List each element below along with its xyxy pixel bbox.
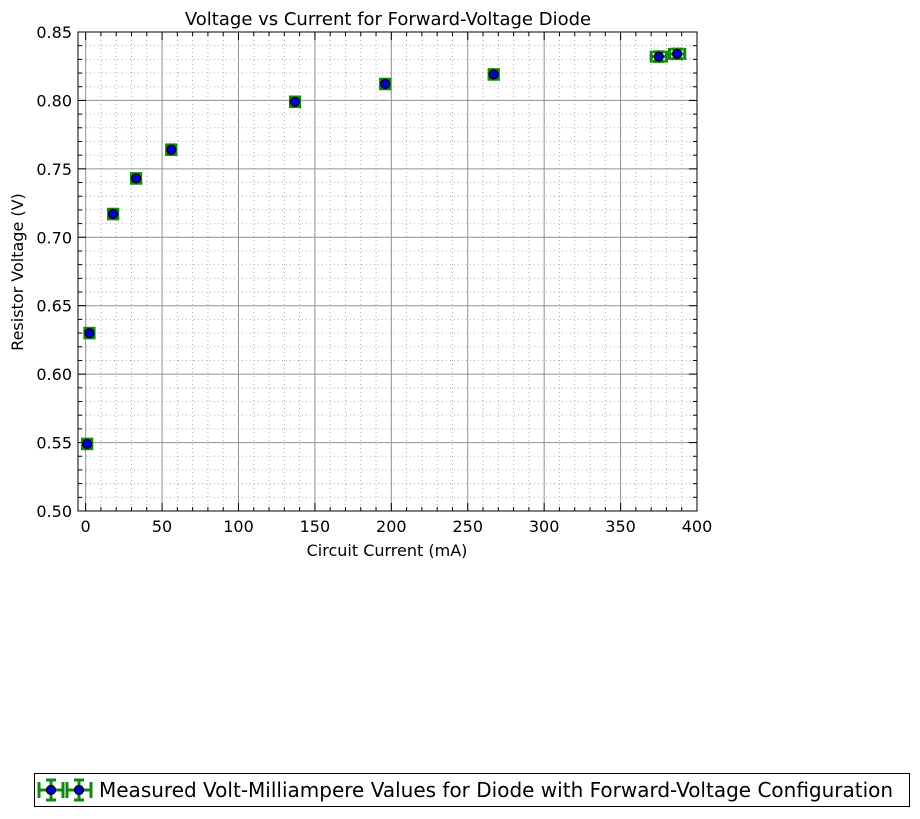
x-tick-label: 150 bbox=[300, 517, 331, 536]
y-axis-label: Resistor Voltage (V) bbox=[8, 193, 27, 351]
data-marker bbox=[108, 208, 119, 220]
y-tick-labels: 0.50 0.55 0.60 0.65 0.70 0.75 0.80 0.85 bbox=[36, 23, 72, 521]
x-tick-label: 300 bbox=[529, 517, 560, 536]
data-marker bbox=[130, 173, 142, 184]
data-marker bbox=[289, 96, 301, 107]
y-tick-label: 0.60 bbox=[36, 365, 72, 384]
legend-label: Measured Volt-Milliampere Values for Dio… bbox=[99, 778, 894, 802]
data-point bbox=[83, 326, 96, 340]
x-tick-label: 400 bbox=[682, 517, 713, 536]
x-tick-label: 350 bbox=[605, 517, 636, 536]
y-tick-label: 0.55 bbox=[36, 434, 72, 453]
data-point bbox=[165, 143, 178, 156]
data-point bbox=[81, 437, 94, 451]
data-marker bbox=[82, 438, 93, 450]
data-marker bbox=[653, 51, 664, 62]
x-tick-label: 0 bbox=[81, 517, 91, 536]
data-point bbox=[667, 47, 687, 61]
legend: Measured Volt-Milliampere Values for Dio… bbox=[34, 773, 910, 807]
data-marker bbox=[166, 144, 177, 155]
data-point bbox=[487, 68, 500, 81]
x-tick-label: 200 bbox=[376, 517, 407, 536]
chart-title: Voltage vs Current for Forward-Voltage D… bbox=[185, 9, 591, 30]
data-point bbox=[288, 95, 302, 109]
y-tick-label: 0.70 bbox=[36, 228, 72, 247]
data-marker bbox=[84, 327, 95, 339]
y-tick-label: 0.85 bbox=[36, 23, 72, 42]
data-point bbox=[379, 77, 392, 91]
x-tick-label: 50 bbox=[152, 517, 172, 536]
legend-marker-icon bbox=[37, 778, 93, 802]
major-grid bbox=[78, 31, 698, 512]
data-points bbox=[81, 47, 687, 451]
axis-ticks bbox=[78, 31, 698, 512]
y-tick-label: 0.50 bbox=[36, 502, 72, 521]
y-tick-label: 0.75 bbox=[36, 160, 72, 179]
data-point bbox=[129, 172, 143, 185]
y-tick-label: 0.65 bbox=[36, 297, 72, 316]
plot-area bbox=[77, 31, 698, 512]
data-marker bbox=[672, 48, 683, 59]
y-tick-label: 0.80 bbox=[36, 91, 72, 110]
x-tick-label: 100 bbox=[223, 517, 254, 536]
x-tick-label: 250 bbox=[452, 517, 483, 536]
x-axis-label: Circuit Current (mA) bbox=[307, 541, 468, 560]
data-point bbox=[107, 207, 120, 221]
data-point bbox=[649, 50, 668, 63]
x-tick-labels: 0 50 100 150 200 250 300 350 400 bbox=[81, 517, 713, 536]
minor-grid bbox=[78, 32, 697, 511]
data-marker bbox=[488, 69, 499, 80]
data-marker bbox=[380, 78, 391, 90]
